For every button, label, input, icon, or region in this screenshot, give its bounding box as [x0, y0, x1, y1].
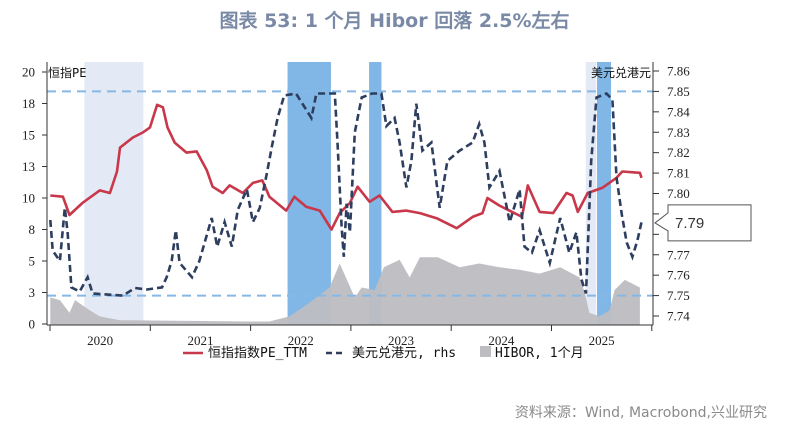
- right-tick-label: 7.85: [667, 84, 690, 99]
- left-tick-label: 10: [22, 191, 35, 206]
- left-axis-label: 恒指PE: [48, 65, 86, 80]
- right-tick-label: 7.86: [667, 64, 690, 79]
- right-axis-label: 美元兑港元: [591, 66, 651, 80]
- right-tick-label: 7.80: [667, 186, 690, 201]
- shaded-period-strong: [597, 62, 612, 325]
- legend-label-usdhkd: 美元兑港元, rhs: [352, 346, 456, 361]
- x-tick-label: 2025: [589, 333, 615, 348]
- right-tick-label: 7.82: [667, 145, 690, 160]
- shaded-period-light: [84, 62, 144, 325]
- left-tick-label: 13: [22, 159, 35, 174]
- x-tick-label: 2021: [187, 333, 213, 348]
- right-tick-label: 7.76: [667, 268, 690, 283]
- x-tick-label: 2022: [288, 333, 314, 348]
- chart-title: 图表 53: 1 个月 Hibor 回落 2.5%左右: [219, 10, 570, 32]
- x-tick-label: 2023: [388, 333, 414, 348]
- left-tick-label: 3: [29, 285, 36, 300]
- x-tick-label: 2024: [488, 333, 515, 348]
- callout-label: 7.79: [675, 215, 704, 232]
- left-tick-label: 8: [29, 222, 36, 237]
- right-tick-label: 7.77: [667, 247, 690, 262]
- usdhkd-line: [49, 91, 643, 297]
- right-tick-label: 7.74: [667, 309, 690, 324]
- right-tick-label: 7.84: [667, 104, 690, 119]
- x-tick-label: 2020: [87, 333, 113, 348]
- right-tick-label: 7.83: [667, 125, 690, 140]
- legend-swatch-hibor: [480, 346, 491, 357]
- callout-box: [654, 204, 752, 242]
- source-note: 资料来源：Wind, Macrobond,兴业研究: [514, 405, 767, 421]
- left-tick-label: 15: [22, 128, 35, 143]
- right-tick-label: 7.75: [667, 288, 690, 303]
- left-tick-label: 20: [22, 65, 35, 80]
- shaded-period-strong: [287, 62, 331, 325]
- legend-label-pe: 恒指指数PE_TTM: [208, 346, 307, 361]
- left-tick-label: 5: [29, 254, 36, 269]
- left-tick-label: 18: [22, 96, 35, 111]
- hibor-area: [50, 257, 640, 325]
- shaded-period-strong: [369, 62, 382, 325]
- legend-label-hibor: HIBOR, 1个月: [495, 346, 584, 361]
- pe-line: [50, 103, 643, 231]
- right-tick-label: 7.81: [667, 166, 690, 181]
- left-tick-label: 0: [29, 317, 36, 332]
